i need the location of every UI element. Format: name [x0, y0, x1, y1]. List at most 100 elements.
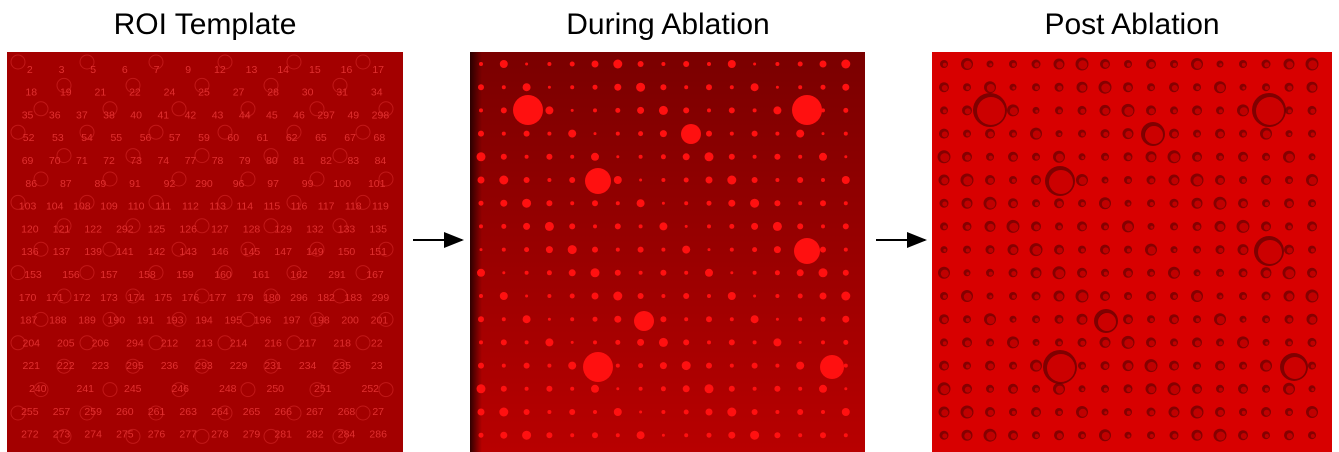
crater-core	[1194, 433, 1201, 440]
crater-core	[1288, 225, 1292, 229]
crater-core	[989, 341, 993, 345]
roi-label: 126	[179, 223, 197, 235]
spot	[751, 83, 759, 91]
spot	[728, 200, 735, 207]
crater-core	[1240, 339, 1248, 347]
roi-label: 15	[309, 64, 321, 76]
crater-core	[1127, 248, 1131, 252]
spot	[750, 431, 759, 440]
roi-label: 279	[243, 429, 261, 441]
roi-label: 91	[129, 178, 141, 190]
spot	[502, 317, 506, 321]
crater-core	[988, 363, 994, 369]
roi-label: 272	[21, 429, 39, 441]
roi-label: 2	[27, 64, 33, 76]
spot	[479, 108, 483, 112]
crater-core	[1308, 292, 1317, 301]
crater-core	[942, 434, 947, 439]
crater-core	[1103, 247, 1109, 253]
spot	[822, 132, 825, 135]
spot	[661, 178, 665, 182]
spot	[546, 200, 552, 206]
roi-label: 200	[341, 315, 359, 327]
spot	[547, 62, 551, 66]
spot	[729, 107, 735, 113]
crater-core	[1080, 224, 1086, 230]
roi-label: 38	[103, 109, 115, 121]
spot	[502, 271, 505, 274]
roi-label: 137	[53, 246, 71, 258]
panel-title: During Ablation	[566, 8, 769, 41]
spot	[500, 432, 507, 439]
crater-core	[1034, 294, 1039, 299]
crater-core	[1287, 201, 1293, 207]
crater-core	[1242, 319, 1245, 322]
crater-core	[943, 249, 946, 252]
crater-core	[1127, 179, 1131, 183]
crater-core	[1218, 410, 1224, 416]
crater-core	[1265, 156, 1269, 160]
spot	[798, 433, 802, 437]
crater-core	[1058, 109, 1062, 113]
crater-core	[1011, 271, 1016, 276]
spot	[499, 176, 508, 185]
spot	[569, 177, 575, 183]
roi-label: 281	[274, 429, 292, 441]
crater-core	[1256, 97, 1284, 125]
roi-label: 111	[155, 201, 171, 213]
spot	[661, 62, 665, 66]
roi-label: 82	[320, 155, 332, 167]
crater-core	[1011, 433, 1017, 439]
spot	[660, 316, 666, 322]
crater-core	[966, 86, 970, 90]
roi-label: 222	[57, 360, 75, 372]
crater-core	[1009, 223, 1018, 232]
spot	[821, 340, 825, 344]
roi-label: 159	[176, 269, 194, 281]
roi-label: 109	[100, 201, 118, 213]
crater-core	[1173, 63, 1177, 67]
crater-core	[1241, 387, 1247, 393]
crater-core	[1219, 156, 1223, 160]
roi-label: 5	[90, 64, 96, 76]
crater-core	[1193, 176, 1202, 185]
crater-core	[1012, 179, 1016, 183]
spot	[684, 433, 688, 437]
spot	[636, 83, 645, 92]
spot	[522, 431, 531, 440]
roi-label: 150	[338, 246, 356, 258]
crater-core	[1078, 292, 1087, 301]
spot	[593, 108, 597, 112]
spot	[637, 431, 645, 439]
crater-core	[1149, 108, 1155, 114]
spot	[614, 316, 621, 323]
spot	[844, 201, 848, 205]
spot	[547, 178, 551, 182]
roi-label: 128	[243, 223, 261, 235]
crater-core	[1265, 388, 1269, 392]
spot	[730, 248, 734, 252]
crater-core	[1216, 432, 1225, 441]
crater-core	[1173, 225, 1177, 229]
roi-label: 190	[108, 315, 126, 327]
crater-core	[1288, 179, 1292, 183]
spot	[569, 269, 576, 276]
crater-core	[1310, 109, 1315, 114]
crater-core	[1196, 132, 1200, 136]
crater-core	[1219, 295, 1222, 298]
spot	[615, 108, 620, 113]
spot	[568, 245, 577, 254]
spot	[775, 270, 780, 275]
spot	[479, 340, 483, 344]
roi-label: 121	[53, 223, 71, 235]
spot	[685, 225, 688, 228]
crater-core	[1264, 62, 1269, 67]
spot	[502, 248, 506, 252]
spot	[844, 248, 848, 252]
spot	[707, 108, 711, 112]
spot	[821, 317, 826, 322]
spot	[638, 363, 643, 368]
crater-core	[1309, 409, 1317, 417]
crater-core	[1196, 364, 1200, 368]
spot	[821, 410, 825, 414]
